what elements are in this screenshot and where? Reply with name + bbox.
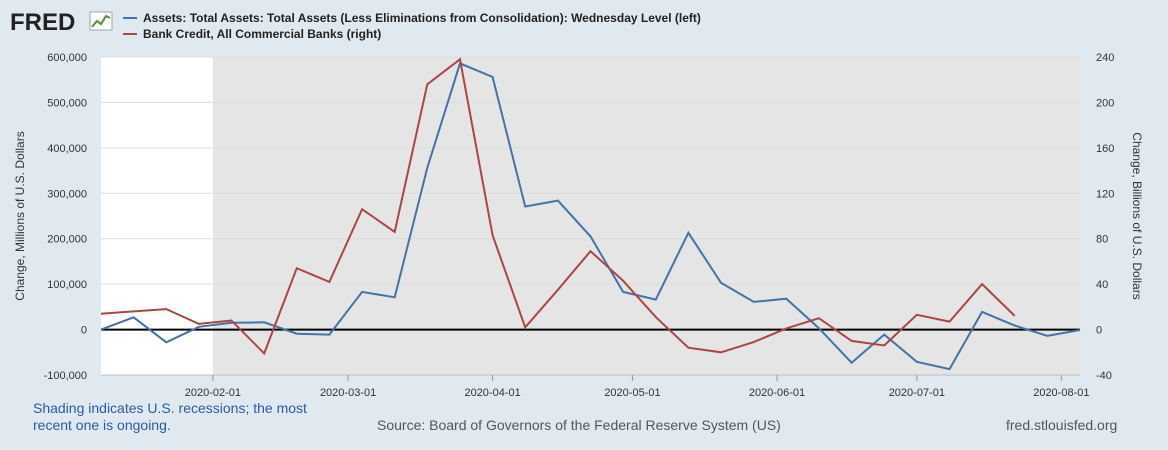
- source-note: Source: Board of Governors of the Federa…: [377, 417, 781, 433]
- left-tick-label: 400,000: [47, 143, 87, 155]
- right-tick-label: 0: [1096, 325, 1102, 337]
- recession-shading: [212, 57, 1080, 375]
- left-tick-label: 300,000: [47, 188, 87, 200]
- right-tick-label: 160: [1096, 143, 1114, 155]
- fred-logo-text: FRED: [10, 9, 75, 36]
- series-line-assets[interactable]: [100, 62, 1081, 371]
- x-tick-label: 2020-08-01: [1033, 387, 1089, 399]
- right-axis: -40 0 40 80 120 160 200 240: [1096, 52, 1114, 382]
- left-tick-label: 200,000: [47, 234, 87, 246]
- legend-label-bank-credit: Bank Credit, All Commercial Banks (right…: [143, 27, 381, 41]
- left-axis: -100,000 0 100,000 200,000 300,000 400,000 500…: [44, 52, 87, 382]
- right-tick-label: -40: [1096, 370, 1112, 382]
- right-tick-label: 120: [1096, 188, 1114, 200]
- right-tick-label: 40: [1096, 279, 1108, 291]
- x-tick-label: 2020-04-01: [464, 387, 520, 399]
- left-tick-label: 0: [81, 325, 87, 337]
- recession-note: Shading indicates U.S. recessions; the m…: [33, 400, 307, 433]
- chart: FRED Assets: Total Assets: Total Assets …: [10, 9, 1144, 399]
- right-tick-label: 200: [1096, 97, 1114, 109]
- fred-logo[interactable]: FRED: [10, 9, 113, 36]
- x-axis: 2020-02-01 2020-03-01 2020-04-01 2020-05-01…: [101, 374, 1089, 399]
- x-tick-label: 2020-03-01: [320, 387, 376, 399]
- left-tick-label: 500,000: [47, 97, 87, 109]
- x-tick-label: 2020-06-01: [749, 387, 805, 399]
- legend: Assets: Total Assets: Total Assets (Less…: [123, 11, 701, 41]
- x-tick-label: 2020-05-01: [604, 387, 660, 399]
- right-axis-title: Change, Billions of U.S. Dollars: [1130, 132, 1144, 299]
- left-tick-label: 600,000: [47, 52, 87, 64]
- left-tick-label: 100,000: [47, 279, 87, 291]
- legend-label-assets: Assets: Total Assets: Total Assets (Less…: [143, 11, 701, 25]
- x-tick-label: 2020-07-01: [889, 387, 945, 399]
- series-line-bank-credit[interactable]: [100, 57, 1016, 356]
- fred-logo-graph-icon: [89, 11, 113, 31]
- x-tick-label: 2020-02-01: [185, 387, 241, 399]
- left-tick-label: -100,000: [44, 370, 87, 382]
- right-tick-label: 80: [1096, 234, 1108, 246]
- left-axis-title: Change, Millions of U.S. Dollars: [13, 131, 27, 300]
- site-link[interactable]: fred.stlouisfed.org: [1006, 417, 1118, 433]
- right-tick-label: 240: [1096, 52, 1114, 64]
